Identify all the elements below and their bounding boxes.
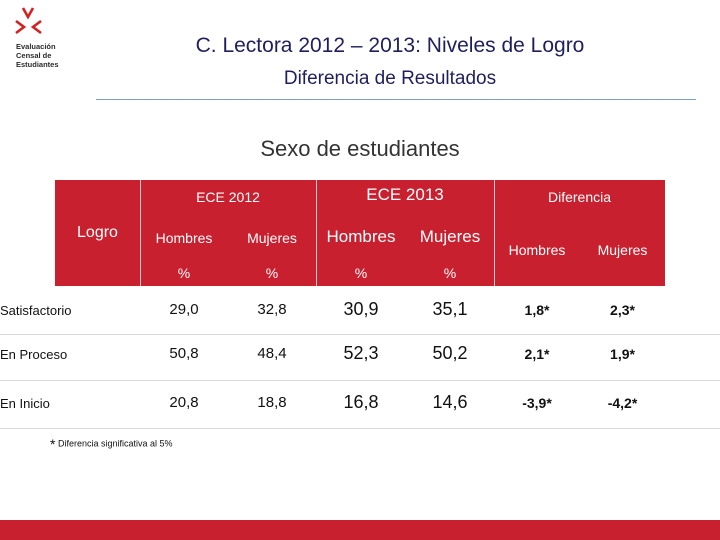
group-header-diferencia: Diferencia: [547, 189, 612, 205]
cell-en-inicio-mujeres-2013: 14,6: [432, 392, 468, 412]
cell-en-inicio-mujeres-2012: 18,8: [257, 394, 287, 411]
section-title: Sexo de estudiantes: [260, 136, 460, 161]
logo-line-3: Estudiantes: [16, 60, 59, 69]
header-divider: [140, 180, 141, 286]
group-header-ece2012: ECE 2012: [196, 189, 260, 205]
unit-percent: %: [265, 265, 279, 281]
slide-title: C. Lectora 2012 – 2013: Niveles de Logro: [195, 34, 585, 57]
logo-text: Evaluación Censal de Estudiantes: [16, 42, 59, 69]
logo-line-1: Evaluación: [16, 42, 56, 51]
cell-en-inicio-hombres-2013: 16,8: [343, 392, 379, 412]
cell-satisfactorio-mujeres-diferencia: 2,3*: [610, 302, 635, 318]
cell-en-proceso-hombres-2012: 50,8: [169, 345, 199, 362]
cell-en-inicio-hombres-2012: 20,8: [169, 394, 199, 411]
cell-satisfactorio-hombres-2013: 30,9: [343, 299, 379, 319]
cell-satisfactorio-hombres-2012: 29,0: [169, 301, 199, 318]
footnote-text: Diferencia significativa al 5%: [57, 438, 173, 449]
footnote: * Diferencia significativa al 5%: [50, 436, 173, 452]
cell-en-proceso-mujeres-diferencia: 1,9*: [610, 346, 635, 362]
bottom-accent-bar: [0, 520, 720, 540]
logo-line-2: Censal de: [16, 51, 52, 60]
subheader-mujeres-diferencia: Mujeres: [597, 242, 648, 258]
row-divider: [0, 334, 720, 335]
row-label-en-proceso: En Proceso: [0, 347, 68, 362]
title-divider: [96, 99, 696, 100]
unit-percent: %: [354, 265, 368, 281]
cell-en-proceso-mujeres-2012: 48,4: [257, 345, 287, 362]
subheader-hombres-2012: Hombres: [155, 230, 213, 246]
cell-satisfactorio-hombres-diferencia: 1,8*: [524, 302, 550, 318]
logo-chevrons-icon: [15, 7, 42, 35]
subheader-hombres-2013: Hombres: [326, 227, 396, 246]
cell-en-proceso-mujeres-2013: 50,2: [432, 343, 468, 363]
logro-header: Logro: [77, 224, 118, 241]
header-divider: [494, 180, 495, 286]
group-header-ece2013: ECE 2013: [366, 185, 444, 204]
cell-satisfactorio-mujeres-2013: 35,1: [432, 299, 468, 319]
table-header-background: [55, 180, 665, 286]
footnote-star: *: [50, 436, 56, 452]
cell-satisfactorio-mujeres-2012: 32,8: [257, 301, 287, 318]
logo: Evaluación Censal de Estudiantes: [14, 6, 84, 70]
unit-percent: %: [443, 265, 457, 281]
subheader-mujeres-2013: Mujeres: [419, 227, 481, 246]
subheader-hombres-diferencia: Hombres: [508, 242, 566, 258]
slide-subtitle: Diferencia de Resultados: [283, 68, 497, 89]
row-divider: [0, 380, 720, 381]
unit-percent: %: [177, 265, 191, 281]
cell-en-inicio-mujeres-diferencia: -4,2*: [607, 395, 638, 411]
subheader-mujeres-2012: Mujeres: [247, 230, 297, 246]
cell-en-proceso-hombres-2013: 52,3: [343, 343, 379, 363]
cell-en-inicio-hombres-diferencia: -3,9*: [522, 395, 552, 411]
row-label-satisfactorio: Satisfactorio: [0, 303, 72, 318]
header-divider: [316, 180, 317, 286]
cell-en-proceso-hombres-diferencia: 2,1*: [524, 346, 550, 362]
row-label-en-inicio: En Inicio: [0, 396, 50, 411]
row-divider: [0, 428, 720, 429]
